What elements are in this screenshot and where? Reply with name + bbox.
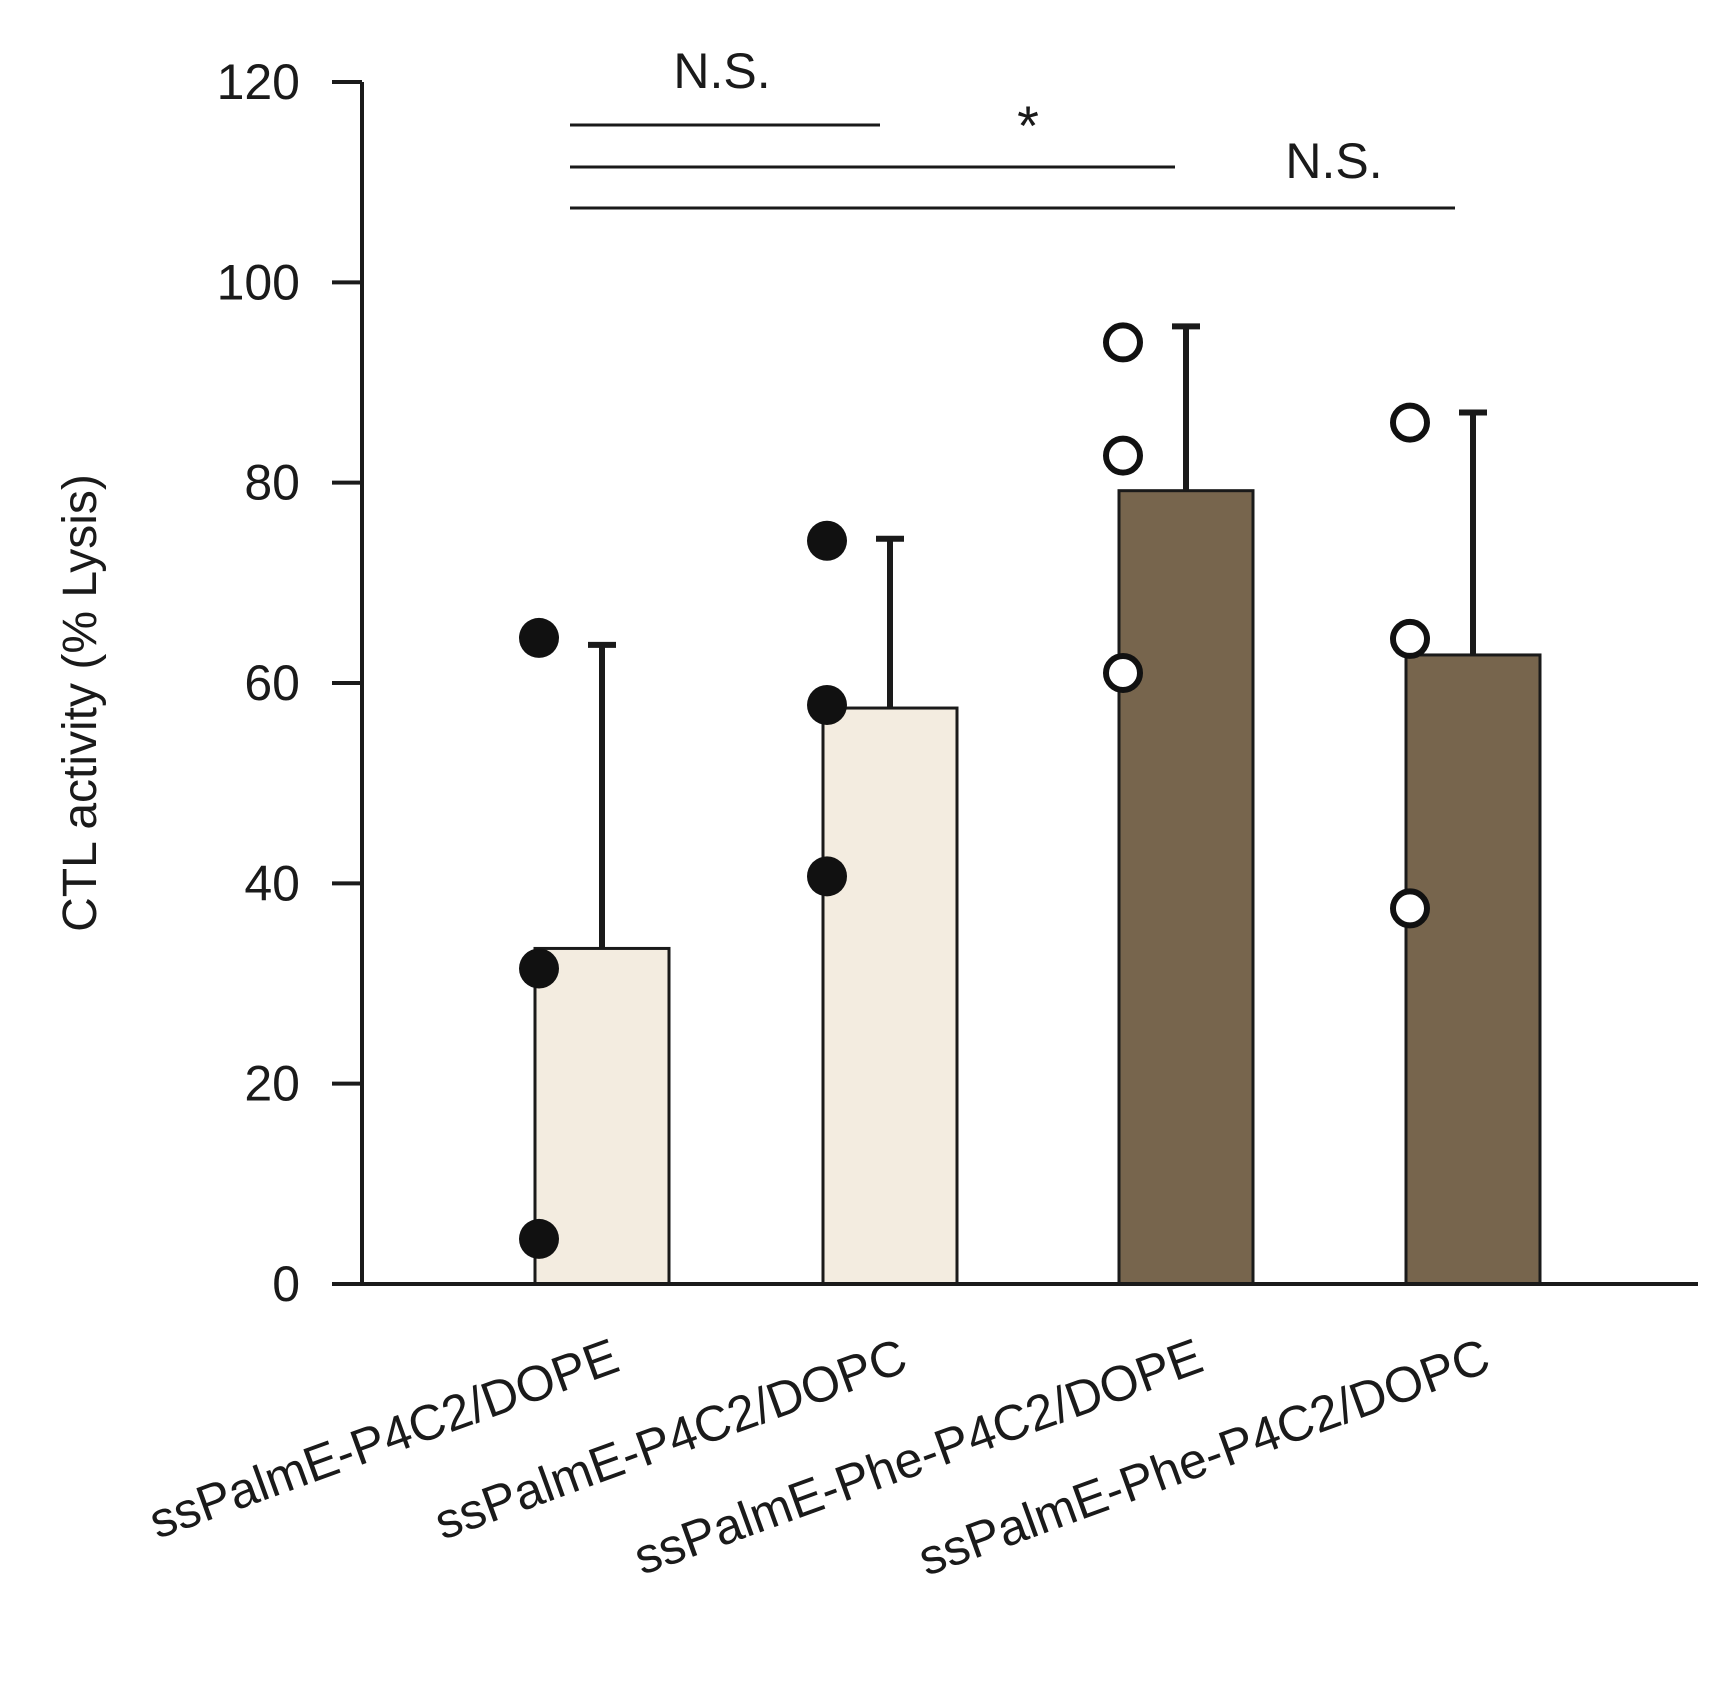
y-tick-label: 80 bbox=[244, 455, 300, 511]
significance-label-3: N.S. bbox=[1285, 133, 1382, 189]
data-point-1-1 bbox=[519, 617, 559, 658]
data-point-2-3 bbox=[807, 856, 847, 897]
y-ticks-layer: 0 20 40 60 80 100 120 bbox=[217, 54, 362, 1312]
significance-layer: N.S. * N.S. bbox=[570, 43, 1455, 210]
y-tick-label: 40 bbox=[244, 855, 300, 911]
category-labels-layer: ssPalmE-P4C2/DOPEssPalmE-P4C2/DOPCssPalm… bbox=[142, 1328, 1497, 1587]
data-point-2-1 bbox=[807, 520, 847, 561]
y-tick-label: 60 bbox=[244, 655, 300, 711]
data-points-layer bbox=[519, 322, 1430, 1259]
y-axis-title: CTL activity (% Lysis) bbox=[54, 474, 107, 932]
data-point-3-3 bbox=[1103, 652, 1143, 693]
data-point-3-2 bbox=[1103, 435, 1143, 476]
error-bars-layer bbox=[588, 323, 1487, 949]
y-tick-label: 20 bbox=[244, 1056, 300, 1112]
significance-label-1: N.S. bbox=[673, 43, 770, 99]
data-point-4-1 bbox=[1390, 402, 1430, 443]
bar-1 bbox=[533, 946, 671, 1286]
bar-3 bbox=[1117, 489, 1255, 1286]
y-tick-label: 0 bbox=[272, 1256, 300, 1312]
significance-label-2: * bbox=[1017, 94, 1039, 157]
y-tick-label: 100 bbox=[217, 254, 300, 310]
data-point-4-2 bbox=[1390, 618, 1430, 659]
bar-4 bbox=[1404, 653, 1542, 1286]
category-label-1: ssPalmE-P4C2/DOPE bbox=[142, 1328, 626, 1550]
bar-2 bbox=[821, 706, 959, 1286]
data-point-4-3 bbox=[1390, 888, 1430, 929]
bars-layer bbox=[533, 489, 1542, 1286]
data-point-3-1 bbox=[1103, 322, 1143, 363]
data-point-1-2 bbox=[519, 948, 559, 989]
data-point-2-2 bbox=[807, 685, 847, 726]
data-point-1-3 bbox=[519, 1218, 559, 1259]
y-tick-label: 120 bbox=[217, 54, 300, 110]
